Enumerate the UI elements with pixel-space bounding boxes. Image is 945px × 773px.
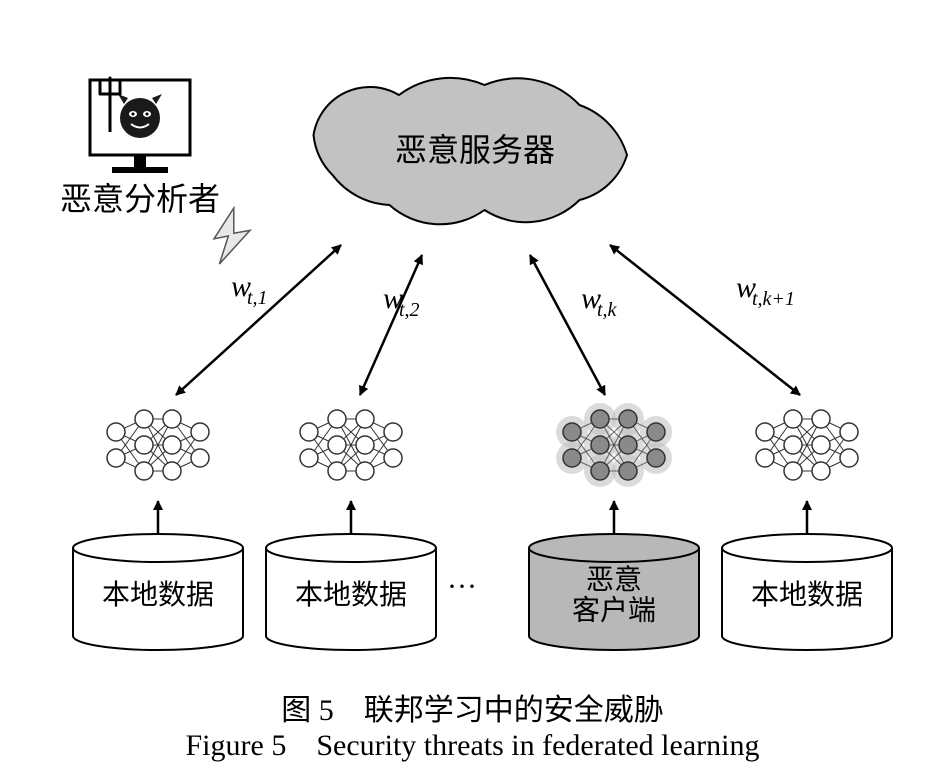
cylinder-label: 本地数据 (102, 579, 214, 611)
cylinder-label: 本地数据 (295, 579, 407, 611)
neural-net (300, 410, 402, 480)
cylinder-local-data-1: 本地数据 (73, 534, 243, 650)
neural-net-malicious (556, 403, 672, 487)
malicious-server-label: 恶意服务器 (395, 132, 555, 168)
malicious-analyst: 恶意分析者 (60, 78, 250, 264)
link-server-client-2: wt,2 (360, 255, 422, 395)
cylinder-local-data-4: 本地数据 (722, 534, 892, 650)
link-server-client-1: wt,1 (176, 245, 341, 395)
cylinder-label: 恶意 (586, 564, 642, 596)
cylinder-malicious-client: 恶意客户端 (529, 534, 699, 650)
neural-net (756, 410, 858, 480)
caption-en: Figure 5 Security threats in federated l… (0, 720, 945, 764)
malicious-server-cloud: 恶意服务器 (314, 78, 628, 224)
weight-subscript: t,1 (247, 287, 268, 309)
cylinder-label: 客户端 (572, 595, 656, 627)
malicious-analyst-label: 恶意分析者 (60, 181, 220, 217)
cylinder-label: 本地数据 (751, 579, 863, 611)
link-server-client-3: wt,k (530, 255, 618, 395)
weight-subscript: t,2 (399, 299, 420, 321)
ellipsis: ··· (447, 570, 477, 603)
diagram-canvas: 恶意服务器恶意分析者 wt,1 wt,2 wt,kwt,k+1 本地数据 本地数据 恶意客户… (0, 0, 945, 773)
link-server-client-4: wt,k+1 (610, 245, 800, 395)
neural-net (107, 410, 209, 480)
cylinder-local-data-2: 本地数据 (266, 534, 436, 650)
weight-subscript: t,k+1 (752, 288, 795, 310)
weight-subscript: t,k (597, 299, 618, 321)
